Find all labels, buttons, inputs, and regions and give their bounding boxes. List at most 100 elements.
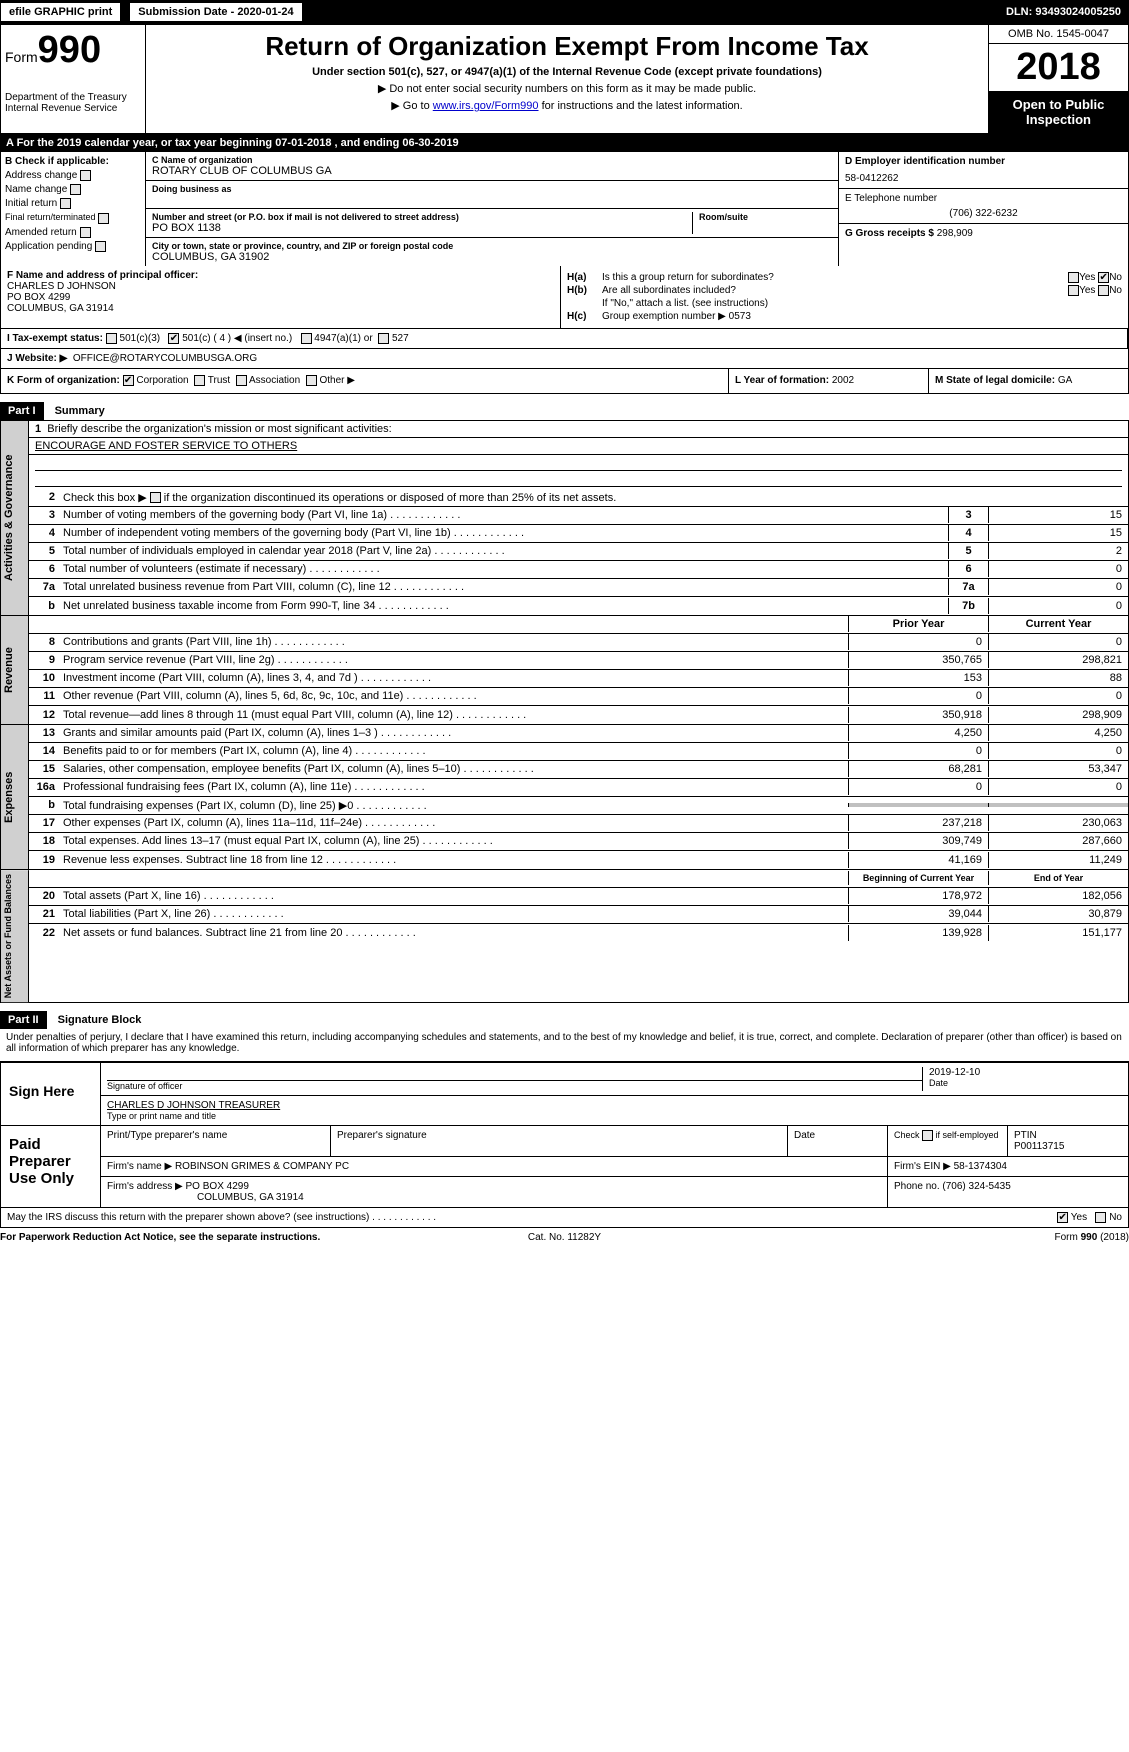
part1-label: Part I [0,402,44,420]
k-label: K Form of organization: [7,376,120,387]
checkbox-address-change[interactable] [80,170,91,181]
line1-text: Briefly describe the organization's miss… [47,423,391,435]
j-row: J Website: ▶ OFFICE@ROTARYCOLUMBUSGA.ORG [0,349,1129,369]
discuss-no[interactable] [1095,1212,1106,1223]
table-row: 13Grants and similar amounts paid (Part … [29,725,1128,743]
part1-title: Summary [47,402,113,420]
form-title: Return of Organization Exempt From Incom… [152,31,982,62]
row-a-tax-year: A For the 2019 calendar year, or tax yea… [0,134,1129,152]
firm-addr1: PO BOX 4299 [186,1181,249,1192]
k-box: K Form of organization: Corporation Trus… [1,369,728,392]
omb-number: OMB No. 1545-0047 [989,25,1128,44]
table-row: 7aTotal unrelated business revenue from … [29,579,1128,597]
checkbox-final-return[interactable] [98,213,109,224]
hb-yes[interactable] [1068,285,1079,296]
sig-date: 2019-12-10 [929,1067,1122,1078]
checkbox-amended[interactable] [80,227,91,238]
mission-blank1 [35,457,1122,471]
f-officer: F Name and address of principal officer:… [1,266,561,328]
k-trust[interactable] [194,375,205,386]
table-row: 10Investment income (Part VIII, column (… [29,670,1128,688]
sign-section: Sign Here Signature of officer 2019-12-1… [0,1061,1129,1126]
ptin-label: PTIN [1014,1130,1122,1141]
dba-label: Doing business as [152,184,832,194]
part2-label: Part II [0,1011,47,1029]
k-assoc[interactable] [236,375,247,386]
discuss-yes[interactable] [1057,1212,1068,1223]
name-label: Type or print name and title [107,1111,1122,1121]
table-row: bNet unrelated business taxable income f… [29,597,1128,615]
j-val: OFFICE@ROTARYCOLUMBUSGA.ORG [73,353,257,364]
j-label: J Website: ▶ [7,353,67,364]
subtitle-2: ▶ Do not enter social security numbers o… [152,82,982,95]
hb-text: Are all subordinates included? [602,285,1068,296]
table-row: 15Salaries, other compensation, employee… [29,761,1128,779]
header-right: OMB No. 1545-0047 2018 Open to Public In… [988,25,1128,133]
checkbox-pending[interactable] [95,241,106,252]
dept-text: Department of the Treasury Internal Reve… [5,92,141,114]
i-527[interactable] [378,333,389,344]
line2-checkbox[interactable] [150,492,161,503]
l-label: L Year of formation: [735,375,829,386]
f-name: CHARLES D JOHNSON [7,281,554,292]
gross-val: 298,909 [937,228,973,239]
m-box: M State of legal domicile: GA [928,369,1128,392]
form-number: 990 [38,29,101,71]
irs-link[interactable]: www.irs.gov/Form990 [433,100,539,112]
col-b-checkboxes: B Check if applicable: Address change Na… [1,152,146,266]
addr: PO BOX 1138 [152,222,692,234]
checkbox-name-change[interactable] [70,184,81,195]
table-row: 3Number of voting members of the governi… [29,507,1128,525]
form-prefix: Form [5,49,38,65]
ha-yes[interactable] [1068,272,1079,283]
prep-date-label: Date [788,1126,888,1156]
i-4947[interactable] [301,333,312,344]
table-row: 14Benefits paid to or for members (Part … [29,743,1128,761]
k-corp[interactable] [123,375,134,386]
ha-no[interactable] [1098,272,1109,283]
line2-text: Check this box ▶ if the organization dis… [59,489,1128,506]
self-emp-checkbox[interactable] [922,1130,933,1141]
self-emp: Check if self-employed [888,1126,1008,1156]
table-row: 21Total liabilities (Part X, line 26)39,… [29,906,1128,924]
i-501c[interactable] [168,333,179,344]
sig-officer-label: Signature of officer [107,1081,922,1091]
hb-no[interactable] [1098,285,1109,296]
line2-num: 2 [29,489,59,505]
expenses-side: Expenses [1,725,29,869]
table-row: 20Total assets (Part X, line 16)178,9721… [29,888,1128,906]
org-name-label: C Name of organization [152,155,832,165]
section-bcd: B Check if applicable: Address change Na… [0,152,1129,266]
efile-label: efile GRAPHIC print [0,2,121,22]
header-center: Return of Organization Exempt From Incom… [146,25,988,133]
checkbox-initial-return[interactable] [60,198,71,209]
hb-label: H(b) [567,285,602,296]
fh-row: F Name and address of principal officer:… [0,266,1129,329]
col-c-org-info: C Name of organization ROTARY CLUB OF CO… [146,152,838,266]
b-label: B Check if applicable: [5,156,141,167]
current-year-header: Current Year [988,616,1128,632]
print-name-label: Print/Type preparer's name [101,1126,331,1156]
firm-name: ROBINSON GRIMES & COMPANY PC [175,1161,349,1172]
form-header: Form990 Department of the Treasury Inter… [0,24,1129,134]
i-501c3[interactable] [106,333,117,344]
k-other[interactable] [306,375,317,386]
part1-header-row: Part I Summary [0,394,1129,420]
begin-header: Beginning of Current Year [848,871,988,885]
netassets-section: Net Assets or Fund Balances Beginning of… [0,870,1129,1003]
klm-row: K Form of organization: Corporation Trus… [0,369,1129,393]
table-row: 4Number of independent voting members of… [29,525,1128,543]
footer-left: For Paperwork Reduction Act Notice, see … [0,1232,376,1243]
discuss-row: May the IRS discuss this return with the… [0,1208,1129,1228]
perjury-text: Under penalties of perjury, I declare th… [0,1029,1129,1057]
table-row: 11Other revenue (Part VIII, column (A), … [29,688,1128,706]
revenue-section: Revenue Prior Year Current Year 8Contrib… [0,616,1129,725]
sign-here-label: Sign Here [1,1063,101,1125]
table-row: 12Total revenue—add lines 8 through 11 (… [29,706,1128,724]
table-row: 22Net assets or fund balances. Subtract … [29,924,1128,942]
prior-year-header: Prior Year [848,616,988,632]
m-val: GA [1058,375,1072,386]
officer-name: CHARLES D JOHNSON TREASURER [107,1100,1122,1111]
subtitle-1: Under section 501(c), 527, or 4947(a)(1)… [152,66,982,78]
ha-label: H(a) [567,272,602,283]
